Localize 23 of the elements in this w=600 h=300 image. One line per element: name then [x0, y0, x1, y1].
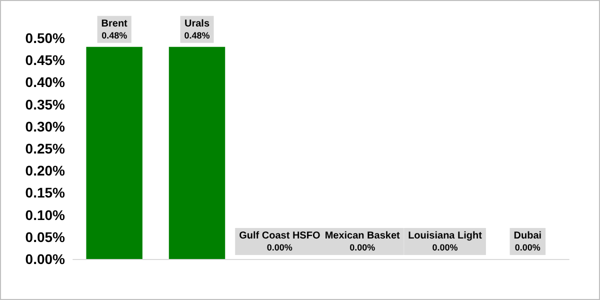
x-tick-label: Gulf Coast HSFO	[239, 230, 320, 242]
y-tick-label: 0.35%	[25, 96, 66, 112]
y-tick-label: 0.10%	[25, 206, 66, 223]
x-tick-label: Dubai	[514, 230, 542, 242]
y-tick-label: 0.05%	[25, 228, 66, 245]
y-tick-label: 0.15%	[25, 184, 66, 201]
data-label: 0.48%	[102, 30, 128, 40]
y-tick-label: 0.00%	[25, 251, 66, 267]
data-label: 0.00%	[350, 242, 376, 252]
x-tick-label: Mexican Basket	[324, 230, 401, 242]
data-label: 0.48%	[184, 30, 210, 40]
y-tick-label: 0.25%	[25, 140, 66, 156]
x-tick-label: Urals	[184, 18, 210, 30]
x-tick-label: Brent	[101, 18, 128, 30]
x-tick-label: Louisiana Light	[408, 230, 483, 242]
data-label: 0.00%	[432, 242, 458, 252]
y-tick-label: 0.50%	[25, 30, 66, 46]
y-tick-label: 0.30%	[25, 118, 66, 134]
y-tick-label: 0.45%	[25, 52, 66, 68]
data-label: 0.00%	[266, 242, 292, 252]
data-label: 0.00%	[514, 242, 540, 252]
y-tick-label: 0.20%	[25, 162, 66, 179]
y-tick-label: 0.40%	[25, 74, 66, 90]
